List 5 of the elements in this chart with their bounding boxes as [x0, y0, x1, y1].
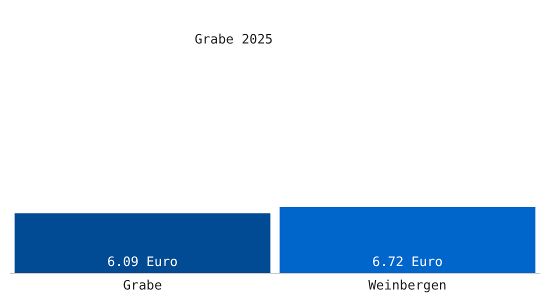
data-label: 6.72 Euro — [372, 255, 443, 270]
data-label: 6.09 Euro — [107, 255, 178, 270]
x-tick-label: Weinbergen — [368, 278, 447, 294]
chart-title: Grabe 2025 — [194, 32, 273, 48]
x-tick-label: Grabe — [122, 278, 162, 294]
